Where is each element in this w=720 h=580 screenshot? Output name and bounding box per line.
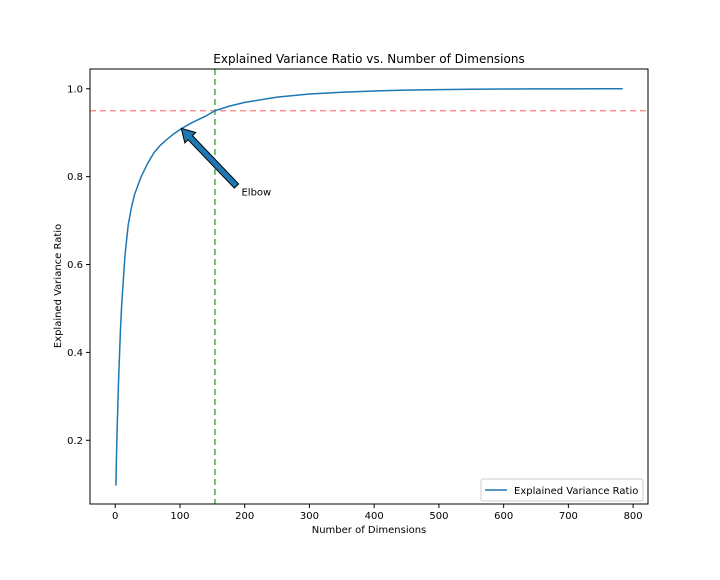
x-tick-label: 0 [112, 511, 118, 522]
x-tick-label: 200 [235, 511, 254, 522]
y-tick-label: 0.6 [67, 260, 83, 271]
legend-label: Explained Variance Ratio [514, 486, 638, 497]
plot-frame [89, 68, 649, 505]
x-tick-label: 300 [300, 511, 319, 522]
x-tick-label: 500 [429, 511, 448, 522]
y-tick-label: 1.0 [67, 84, 83, 95]
x-tick-label: 800 [624, 511, 643, 522]
y-tick-label: 0.4 [67, 348, 83, 359]
x-tick-label: 700 [559, 511, 578, 522]
x-tick-label: 100 [170, 511, 189, 522]
series-line-explained-variance [115, 88, 623, 486]
legend-box [480, 478, 644, 502]
elbow-annotation-arrow [180, 127, 240, 189]
y-tick-label: 0.8 [67, 172, 83, 183]
legend: Explained Variance Ratio [480, 478, 644, 502]
elbow-annotation-label: Elbow [241, 188, 271, 199]
x-tick-label: 600 [494, 511, 513, 522]
chart-title: Explained Variance Ratio vs. Number of D… [213, 52, 524, 66]
y-axis-label: Explained Variance Ratio [53, 224, 64, 348]
y-tick-label: 0.2 [67, 436, 83, 447]
x-tick-label: 400 [365, 511, 384, 522]
x-axis-label: Number of Dimensions [312, 525, 427, 536]
